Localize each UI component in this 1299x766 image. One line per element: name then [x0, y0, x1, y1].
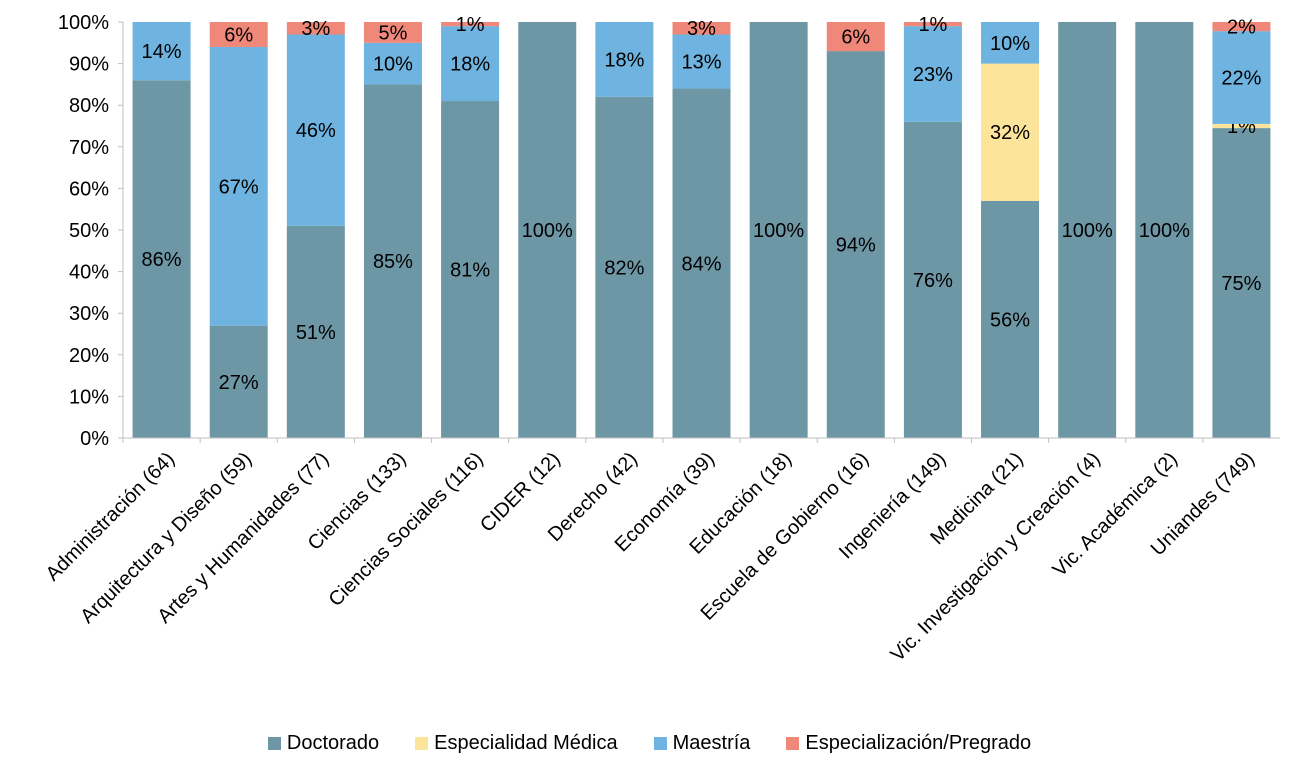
data-label: 94%	[836, 235, 876, 257]
data-label: 13%	[681, 52, 721, 74]
x-tick-label: Ciencias Sociales (116)	[325, 448, 488, 611]
data-label: 67%	[219, 176, 259, 198]
bar-segment-especializaci-n-pregrado	[286, 22, 345, 35]
data-label: 14%	[142, 41, 182, 63]
y-tick-label: 10%	[69, 386, 109, 408]
data-label: 75%	[1221, 273, 1261, 295]
legend-label: Especialidad Médica	[434, 732, 618, 754]
y-tick-label: 100%	[58, 12, 109, 34]
bar-segment-maestr-a	[595, 22, 654, 97]
bar-segment-especializaci-n-pregrado	[672, 22, 731, 35]
data-label: 23%	[913, 64, 953, 86]
bar-segment-doctorado	[1058, 22, 1117, 438]
bar-segment-doctorado	[749, 22, 808, 438]
x-tick-label: Administración (64)	[42, 448, 179, 585]
data-label: 5%	[379, 22, 408, 44]
data-label: 84%	[681, 253, 721, 275]
bar-segment-maestr-a	[672, 34, 731, 89]
data-label: 100%	[1062, 220, 1113, 242]
legend-item: Maestría	[653, 732, 751, 755]
bar-segment-maestr-a	[363, 42, 422, 85]
data-label: 32%	[990, 122, 1030, 144]
legend-item: Doctorado	[267, 732, 380, 755]
bar-segment-doctorado	[981, 200, 1040, 438]
data-label: 3%	[301, 18, 330, 40]
data-label: 10%	[373, 54, 413, 76]
data-label: 100%	[1139, 220, 1190, 242]
legend-item: Especialidad Médica	[415, 732, 618, 755]
bar-segment-doctorado	[1135, 22, 1194, 438]
bar-segment-doctorado	[672, 88, 731, 438]
data-label: 22%	[1221, 68, 1261, 90]
bar-segment-doctorado	[518, 22, 577, 438]
data-label: 2%	[1227, 17, 1256, 39]
bar-segment-maestr-a	[132, 22, 191, 81]
bar-segment-doctorado	[441, 101, 500, 438]
bar-segment-maestr-a	[286, 34, 345, 226]
bar-segment-maestr-a	[903, 26, 962, 122]
stacked-bar-chart: 0% 10% 20% 30% 40% 50% 60% 70% 80% 90% 100% 86% 14% A…	[42, 12, 1280, 666]
data-label: 51%	[296, 322, 336, 344]
legend-item: Especialización/Pregrado	[786, 732, 1031, 755]
data-label: 1%	[456, 14, 485, 36]
data-label: 46%	[296, 120, 336, 142]
bar-segment-doctorado	[286, 225, 345, 438]
bar-segment-maestr-a	[981, 22, 1040, 64]
bar-segment-maestr-a	[209, 46, 268, 326]
bar-segment-especialidad-m-dica	[1212, 123, 1271, 129]
y-tick-label: 60%	[69, 178, 109, 200]
data-label: 3%	[687, 18, 716, 40]
data-label: 6%	[224, 24, 253, 46]
bar-segment-especializaci-n-pregrado	[1212, 22, 1271, 32]
bar-segment-doctorado	[132, 80, 191, 439]
y-tick-label: 30%	[69, 303, 109, 325]
data-label: 27%	[219, 372, 259, 394]
y-tick-label: 0%	[80, 428, 109, 450]
legend-swatch	[415, 737, 429, 750]
y-tick-label: 90%	[69, 54, 109, 76]
bar-segment-doctorado	[595, 96, 654, 438]
legend-label: Especialización/Pregrado	[805, 732, 1032, 754]
bar-segment-doctorado	[903, 121, 962, 438]
data-label: 1%	[918, 14, 947, 36]
bar-segment-especializaci-n-pregrado	[826, 22, 885, 52]
data-label: 10%	[990, 33, 1030, 55]
data-label: 86%	[142, 249, 182, 271]
bar-segment-doctorado	[363, 84, 422, 439]
data-label: 76%	[913, 270, 953, 292]
bar-segment-doctorado	[826, 51, 885, 439]
data-label: 18%	[604, 49, 644, 71]
legend-swatch	[786, 737, 800, 750]
bar-segment-especializaci-n-pregrado	[903, 22, 962, 27]
legend-label: Doctorado	[286, 732, 380, 754]
legend-swatch	[653, 737, 667, 750]
data-label: 85%	[373, 251, 413, 273]
data-label: 82%	[604, 257, 644, 279]
data-label: 100%	[522, 220, 573, 242]
bar-segment-especializaci-n-pregrado	[441, 22, 500, 27]
data-label: 56%	[990, 309, 1030, 331]
legend-swatch	[267, 737, 281, 750]
y-tick-label: 80%	[69, 95, 109, 117]
y-tick-label: 50%	[69, 220, 109, 242]
data-label: 81%	[450, 260, 490, 282]
bar-segment-maestr-a	[441, 26, 500, 102]
y-tick-label: 70%	[69, 137, 109, 159]
bar-segment-doctorado	[1212, 128, 1271, 438]
y-tick-label: 40%	[69, 262, 109, 284]
y-tick-label: 20%	[69, 345, 109, 367]
data-label: 18%	[450, 54, 490, 76]
legend: Doctorado Especialidad Médica Maestría Espe…	[0, 732, 1299, 755]
bar-segment-especialidad-m-dica	[981, 63, 1040, 201]
bar-segment-especializaci-n-pregrado	[209, 22, 268, 47]
bar-segment-especializaci-n-pregrado	[363, 22, 422, 43]
bar-segment-maestr-a	[1212, 31, 1271, 124]
legend-label: Maestría	[672, 732, 751, 754]
bar-segment-doctorado	[209, 325, 268, 438]
data-label: 100%	[753, 220, 804, 242]
data-label: 6%	[841, 27, 870, 49]
